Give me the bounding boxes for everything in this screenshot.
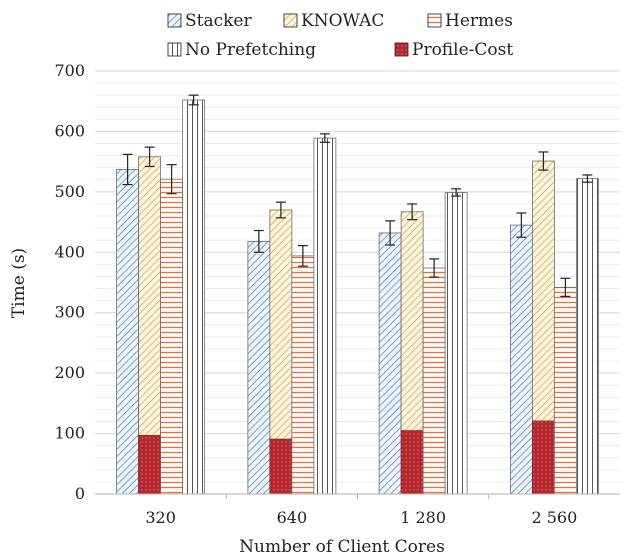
legend-label-no-prefetching: No Prefetching <box>185 40 316 60</box>
y-tick-label: 300 <box>54 303 85 322</box>
y-tick-label: 400 <box>54 242 85 261</box>
bar-no-prefetching <box>575 178 599 495</box>
legend-label-stacker: Stacker <box>185 11 252 31</box>
legend-label-knowac: KNOWAC <box>301 11 384 31</box>
bar-stacker <box>378 232 402 495</box>
bar-stacker <box>116 169 140 495</box>
x-tick-label: 640 <box>277 508 308 527</box>
bar-no-prefetching <box>444 192 468 495</box>
axes: 0 100 200 300 400 500 600 700 320 640 1 280 2 560 <box>54 61 620 527</box>
bar-hermes <box>553 286 577 495</box>
y-axis-title: Time (s) <box>9 248 29 318</box>
bar-no-prefetching <box>182 99 206 495</box>
bar-hermes <box>291 255 315 495</box>
y-tick-label: 700 <box>54 61 85 80</box>
y-tick-label: 500 <box>54 182 85 201</box>
legend-swatch-knowac <box>283 13 298 28</box>
legend-label-profile-cost: Profile-Cost <box>412 40 513 60</box>
legend-swatch-no-prefetching <box>167 42 182 57</box>
bar-profile-cost <box>400 430 424 495</box>
bar-hermes <box>160 178 184 495</box>
legend-swatch-stacker <box>167 13 182 28</box>
bar-hermes <box>422 267 446 495</box>
x-tick-label: 1 280 <box>400 508 446 527</box>
x-tick-label: 2 560 <box>531 508 577 527</box>
legend-swatch-hermes <box>427 13 442 28</box>
legend-swatch-profile-cost <box>394 42 409 57</box>
x-tick-label: 320 <box>145 508 176 527</box>
bar-no-prefetching <box>313 137 337 495</box>
bar-stacker <box>247 241 271 495</box>
legend-label-hermes: Hermes <box>445 11 513 31</box>
bar-profile-cost <box>532 420 555 495</box>
bar-profile-cost <box>138 435 161 495</box>
y-tick-label: 100 <box>54 424 85 443</box>
bar-profile-cost <box>269 438 293 495</box>
y-tick-label: 200 <box>54 363 85 382</box>
legend: Stacker KNOWAC Hermes No Prefetching Profile… <box>167 11 513 60</box>
bar-stacker <box>509 224 533 495</box>
y-tick-label: 600 <box>54 121 85 140</box>
x-axis-title: Number of Client Cores <box>239 537 445 557</box>
bars <box>116 94 599 495</box>
y-tick-label: 0 <box>75 484 85 503</box>
